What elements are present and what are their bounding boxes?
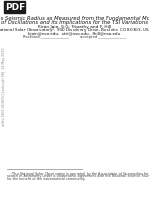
Text: PDF: PDF <box>5 3 25 12</box>
Text: National Solar Observatory$^1$, 950 Discovery Drive, Boulder, CO 80303, USA.: National Solar Observatory$^1$, 950 Disc… <box>0 25 149 36</box>
Text: for the benefit of the astronomical community.: for the benefit of the astronomical comm… <box>7 177 86 181</box>
Text: Sun's Seismic Radius as Measured from the Fundamental Modes: Sun's Seismic Radius as Measured from th… <box>0 16 149 21</box>
Text: of Oscillations and its Implications for the TSI Variations: of Oscillations and its Implications for… <box>1 20 148 25</box>
Text: arXiv:1905.05387v1 [astro-ph.SR]  14 May 2019: arXiv:1905.05387v1 [astro-ph.SR] 14 May … <box>2 48 6 126</box>
Text: Received _______________          accepted _______________: Received _______________ accepted ______… <box>23 35 126 39</box>
Text: $^1$The National Solar Observatory is operated by the Association of Universitie: $^1$The National Solar Observatory is op… <box>7 170 149 179</box>
FancyBboxPatch shape <box>4 1 25 13</box>
Text: search in Astronomy under a cooperative agreement with the National Science Foun: search in Astronomy under a cooperative … <box>7 174 149 178</box>
Text: Kiran Jain, S.G. Tripathy and F. Hill: Kiran Jain, S.G. Tripathy and F. Hill <box>38 25 111 29</box>
Text: kjain@nso.edu,  stri@nso.edu,  fhill@nso.edu: kjain@nso.edu, stri@nso.edu, fhill@nso.e… <box>28 32 121 36</box>
